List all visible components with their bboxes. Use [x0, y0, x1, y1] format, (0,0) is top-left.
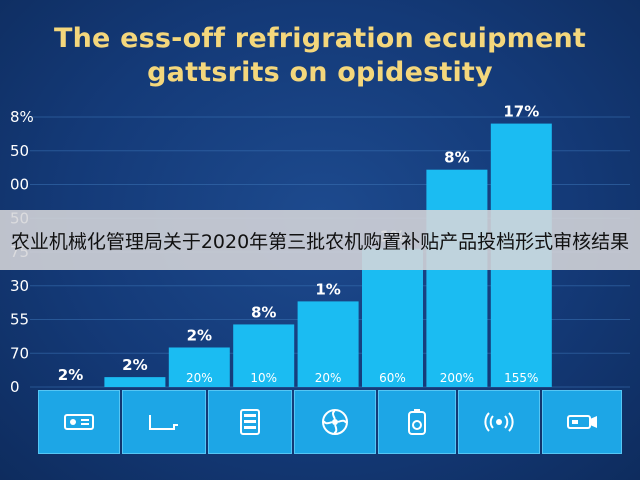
control-panel-icon: [240, 409, 260, 435]
bar-inner-label: 20%: [186, 371, 213, 385]
bar-inner-label: 200%: [440, 371, 474, 385]
bar-value-label: 2%: [187, 326, 212, 344]
category-icon-tile-1: [38, 390, 120, 454]
bar-value-label: 1%: [315, 280, 340, 298]
category-icon-tile-5: [378, 390, 456, 454]
chart-title-line-1: The ess-off refrigration ecuipment: [53, 23, 587, 54]
category-icon-tile-6: [458, 390, 540, 454]
camera-icon: [567, 415, 597, 429]
y-tick-label: 8%: [10, 108, 34, 126]
category-icon-tile-3: [208, 390, 292, 454]
projector-icon: [64, 414, 94, 430]
bar: [168, 347, 230, 387]
y-tick-label: 55: [10, 311, 29, 329]
category-icon-tile-7: [542, 390, 622, 454]
y-tick-label: 30: [10, 277, 29, 295]
bar-value-label: 8%: [251, 303, 276, 321]
banner-text: 农业机械化管理局关于2020年第三批农机购置补贴产品投档形式审核结果: [10, 230, 630, 253]
sensor-icon: [408, 409, 426, 435]
bar: [233, 324, 295, 387]
fan-icon: [322, 409, 348, 435]
y-tick-label: 00: [10, 176, 29, 194]
bar: [426, 169, 488, 387]
bar: [362, 248, 423, 387]
bar: [297, 301, 359, 387]
bar-inner-label: 155%: [504, 371, 538, 385]
bar-value-label: 8%: [444, 149, 469, 167]
wireless-signal-icon: [484, 412, 514, 432]
y-tick-label: 0: [10, 378, 20, 396]
y-tick-label: 70: [10, 344, 29, 362]
category-icon-tile-2: [122, 390, 206, 454]
y-tick-label: 50: [10, 142, 29, 160]
bar: [104, 377, 166, 387]
bar-inner-label: 20%: [315, 371, 342, 385]
bracket-device-icon: [149, 415, 178, 430]
bar-inner-label: 60%: [379, 371, 406, 385]
chart-title-line-2: gattsrits on opidestity: [147, 57, 493, 88]
bar-inner-label: 10%: [250, 371, 277, 385]
bar-value-label: 2%: [58, 366, 83, 384]
category-icon-tile-4: [294, 390, 376, 454]
caption-banner: 农业机械化管理局关于2020年第三批农机购置补贴产品投档形式审核结果: [0, 210, 640, 270]
bar-value-label: 2%: [122, 356, 147, 374]
bar-value-label: 17%: [503, 103, 539, 121]
